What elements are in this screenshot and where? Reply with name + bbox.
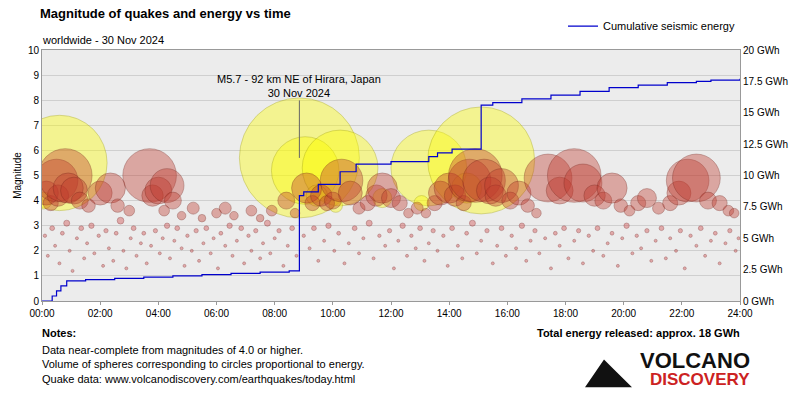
svg-text:2: 2 bbox=[33, 245, 39, 256]
svg-text:Magnitude of quakes and energy: Magnitude of quakes and energy vs time bbox=[40, 6, 291, 21]
svg-text:02:00: 02:00 bbox=[88, 308, 113, 319]
svg-text:5 GWh: 5 GWh bbox=[743, 233, 774, 244]
svg-text:1: 1 bbox=[33, 270, 39, 281]
svg-text:10: 10 bbox=[28, 45, 40, 56]
svg-text:24:00: 24:00 bbox=[727, 308, 752, 319]
svg-text:Cumulative seismic energy: Cumulative seismic energy bbox=[603, 20, 735, 32]
svg-text:8: 8 bbox=[33, 95, 39, 106]
svg-text:4: 4 bbox=[33, 195, 39, 206]
svg-text:9: 9 bbox=[33, 70, 39, 81]
svg-text:Quake data: www.volcanodiscove: Quake data: www.volcanodiscovery.com/ear… bbox=[42, 373, 355, 385]
svg-text:7.5 GWh: 7.5 GWh bbox=[743, 201, 782, 212]
svg-text:M5.7 - 92 km NE of Hirara, Jap: M5.7 - 92 km NE of Hirara, Japan30 Nov 2… bbox=[217, 73, 381, 99]
svg-text:6: 6 bbox=[33, 145, 39, 156]
svg-text:Notes:: Notes: bbox=[42, 327, 76, 339]
svg-text:2.5 GWh: 2.5 GWh bbox=[743, 264, 782, 275]
svg-text:Total energy released: approx.: Total energy released: approx. 18 GWh bbox=[537, 327, 740, 339]
svg-text:worldwide - 30 Nov 2024: worldwide - 30 Nov 2024 bbox=[42, 34, 164, 46]
svg-text:20:00: 20:00 bbox=[611, 308, 636, 319]
svg-text:08:00: 08:00 bbox=[262, 308, 287, 319]
svg-text:12.5 GWh: 12.5 GWh bbox=[743, 139, 788, 150]
svg-text:5: 5 bbox=[33, 170, 39, 181]
svg-text:15 GWh: 15 GWh bbox=[743, 107, 780, 118]
svg-text:20 GWh: 20 GWh bbox=[743, 45, 780, 56]
svg-text:17.5 GWh: 17.5 GWh bbox=[743, 76, 788, 87]
svg-text:Data near-complete from magnit: Data near-complete from magnitudes of 4.… bbox=[42, 344, 303, 356]
svg-text:Magnitude: Magnitude bbox=[12, 152, 23, 199]
svg-text:10 GWh: 10 GWh bbox=[743, 170, 780, 181]
svg-text:00:00: 00:00 bbox=[29, 308, 54, 319]
svg-text:12:00: 12:00 bbox=[378, 308, 403, 319]
svg-text:0 GWh: 0 GWh bbox=[743, 296, 774, 307]
svg-text:14:00: 14:00 bbox=[437, 308, 462, 319]
svg-text:7: 7 bbox=[33, 120, 39, 131]
svg-text:VOLCANO: VOLCANO bbox=[640, 348, 750, 373]
svg-text:Volume of spheres correspondin: Volume of spheres corresponding to circl… bbox=[42, 358, 365, 370]
svg-text:06:00: 06:00 bbox=[204, 308, 229, 319]
svg-text:DISCOVERY: DISCOVERY bbox=[650, 370, 750, 389]
svg-text:3: 3 bbox=[33, 220, 39, 231]
svg-text:0: 0 bbox=[33, 296, 39, 307]
svg-text:04:00: 04:00 bbox=[146, 308, 171, 319]
svg-text:10:00: 10:00 bbox=[320, 308, 345, 319]
svg-text:16:00: 16:00 bbox=[495, 308, 520, 319]
svg-text:18:00: 18:00 bbox=[553, 308, 578, 319]
svg-text:22:00: 22:00 bbox=[669, 308, 694, 319]
